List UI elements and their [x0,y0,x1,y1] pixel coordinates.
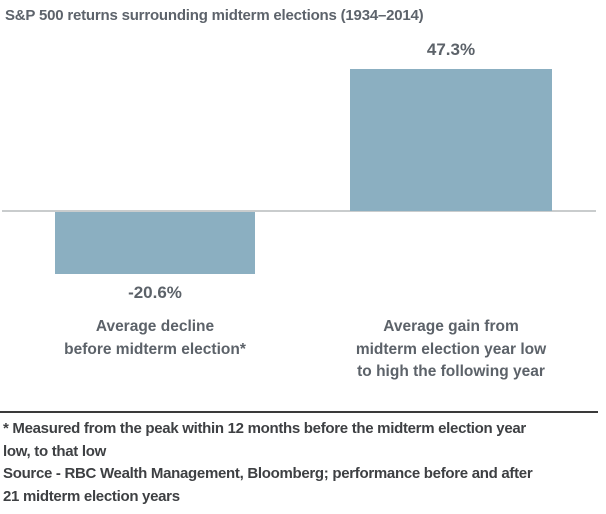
category-label-line: Average decline [95,318,215,335]
category-label-gain: Average gain from midterm election year … [311,316,591,384]
footnote-line: low, to that low [3,442,106,460]
footnote-block: * Measured from the peak within 12 month… [3,418,603,508]
category-label-decline: Average decline before midterm election* [15,316,295,361]
bar-average-decline [55,212,255,274]
category-label-line: before midterm election* [64,340,246,358]
footnote-line: * Measured from the peak within 12 month… [3,420,526,437]
chart-title: S&P 500 returns surrounding midterm elec… [5,7,424,24]
footnote-line: 21 midterm election years [3,487,180,505]
value-label-decline: -20.6% [128,283,182,302]
footnote-divider-line [0,411,598,413]
value-label-gain: 47.3% [426,40,476,59]
category-label-line: Average gain from [383,318,519,335]
bar-average-gain [350,69,552,211]
footnote-line: Source - RBC Wealth Management, Bloomber… [3,465,533,482]
zero-axis-line [2,210,596,212]
category-label-line: midterm election year low [355,340,547,358]
category-label-line: to high the following year [357,363,545,380]
